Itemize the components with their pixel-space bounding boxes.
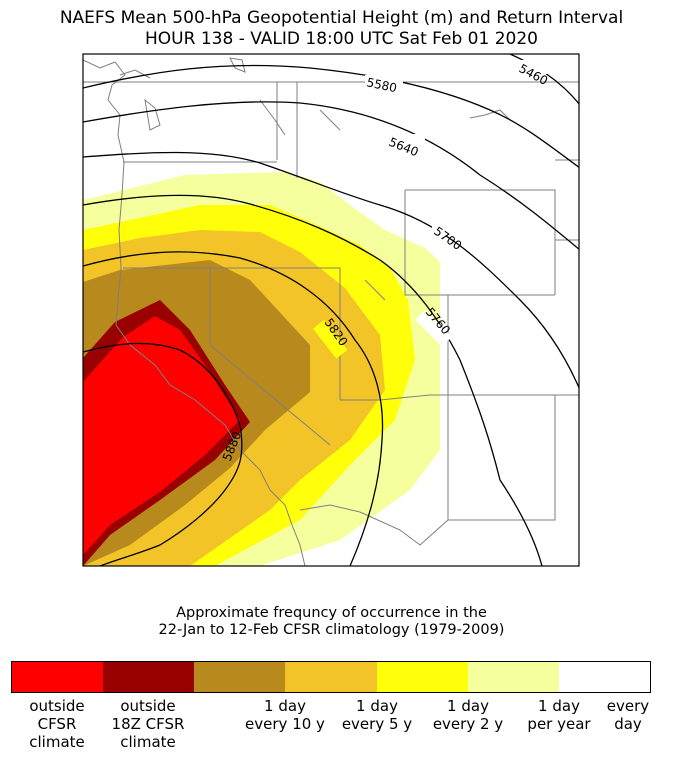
legend-label-outside-cfsr: outside CFSR climate: [2, 697, 112, 751]
legend-label-text: day: [614, 715, 642, 733]
legend-label-text: CFSR: [37, 715, 77, 733]
shade-outside-cfsr: [83, 316, 240, 555]
legend-label-outside-18z-cfsr: outside 18Z CFSR climate: [93, 697, 203, 751]
legend-label-text: every 5 y: [341, 715, 413, 733]
legend-label-text: outside: [29, 697, 85, 715]
contour-5760: [83, 194, 543, 566]
legend-label-text: per year: [527, 715, 591, 733]
map-frame: [82, 53, 580, 567]
contour-5820: [83, 251, 384, 566]
legend-label-text: 1 day: [447, 697, 489, 715]
legend-label-every-2y: 1 day every 2 y: [413, 697, 523, 733]
legend-caption-line-2: 22-Jan to 12-Feb CFSR climatology (1979-…: [158, 622, 505, 638]
legend-label-every-5y: 1 day every 5 y: [322, 697, 432, 733]
legend-label-text: outside: [120, 697, 176, 715]
legend-label-text: climate: [120, 733, 176, 751]
legend-label-per-year: 1 day per year: [504, 697, 614, 733]
legend-label-every-day: every day: [578, 697, 678, 733]
height-contours: [83, 54, 579, 566]
contour-5880: [83, 342, 243, 566]
map-title-line-1: NAEFS Mean 500-hPa Geopotential Height (…: [59, 8, 624, 28]
state-borders: [83, 81, 579, 521]
legend-label-every-10y: 1 day every 10 y: [230, 697, 340, 733]
coastline: [83, 57, 511, 566]
legend-swatch-outside-cfsr: [12, 662, 104, 692]
legend-label-text: every: [606, 697, 650, 715]
legend-label-text: climate: [29, 733, 85, 751]
legend-swatch-every-2y: [376, 662, 468, 692]
contour-label-5580: 5580: [365, 75, 398, 95]
legend-label-text: every 10 y: [245, 715, 325, 733]
color-legend-bar: [11, 661, 651, 693]
forecast-map: 5460 5580 5640 5700 5760 5820 5880: [82, 53, 580, 567]
legend-swatch-every-10y: [194, 662, 286, 692]
legend-label-text: 1 day: [356, 697, 398, 715]
map-title-line-2: HOUR 138 - VALID 18:00 UTC Sat Feb 01 20…: [145, 29, 538, 49]
legend-swatch-every-day: [558, 662, 650, 692]
legend-label-text: 18Z CFSR: [111, 715, 185, 733]
legend-swatch-every-5y: [285, 662, 377, 692]
contour-5640: [83, 101, 579, 251]
legend-label-text: 1 day: [264, 697, 306, 715]
legend-label-text: 1 day: [538, 697, 580, 715]
legend-swatch-per-year: [467, 662, 559, 692]
legend-label-text: every 2 y: [432, 715, 504, 733]
legend-caption-line-1: Approximate frequncy of occurrence in th…: [176, 605, 487, 621]
contour-5460: [509, 54, 579, 105]
legend-swatch-outside-18z-cfsr: [103, 662, 195, 692]
contour-5700: [83, 151, 579, 390]
